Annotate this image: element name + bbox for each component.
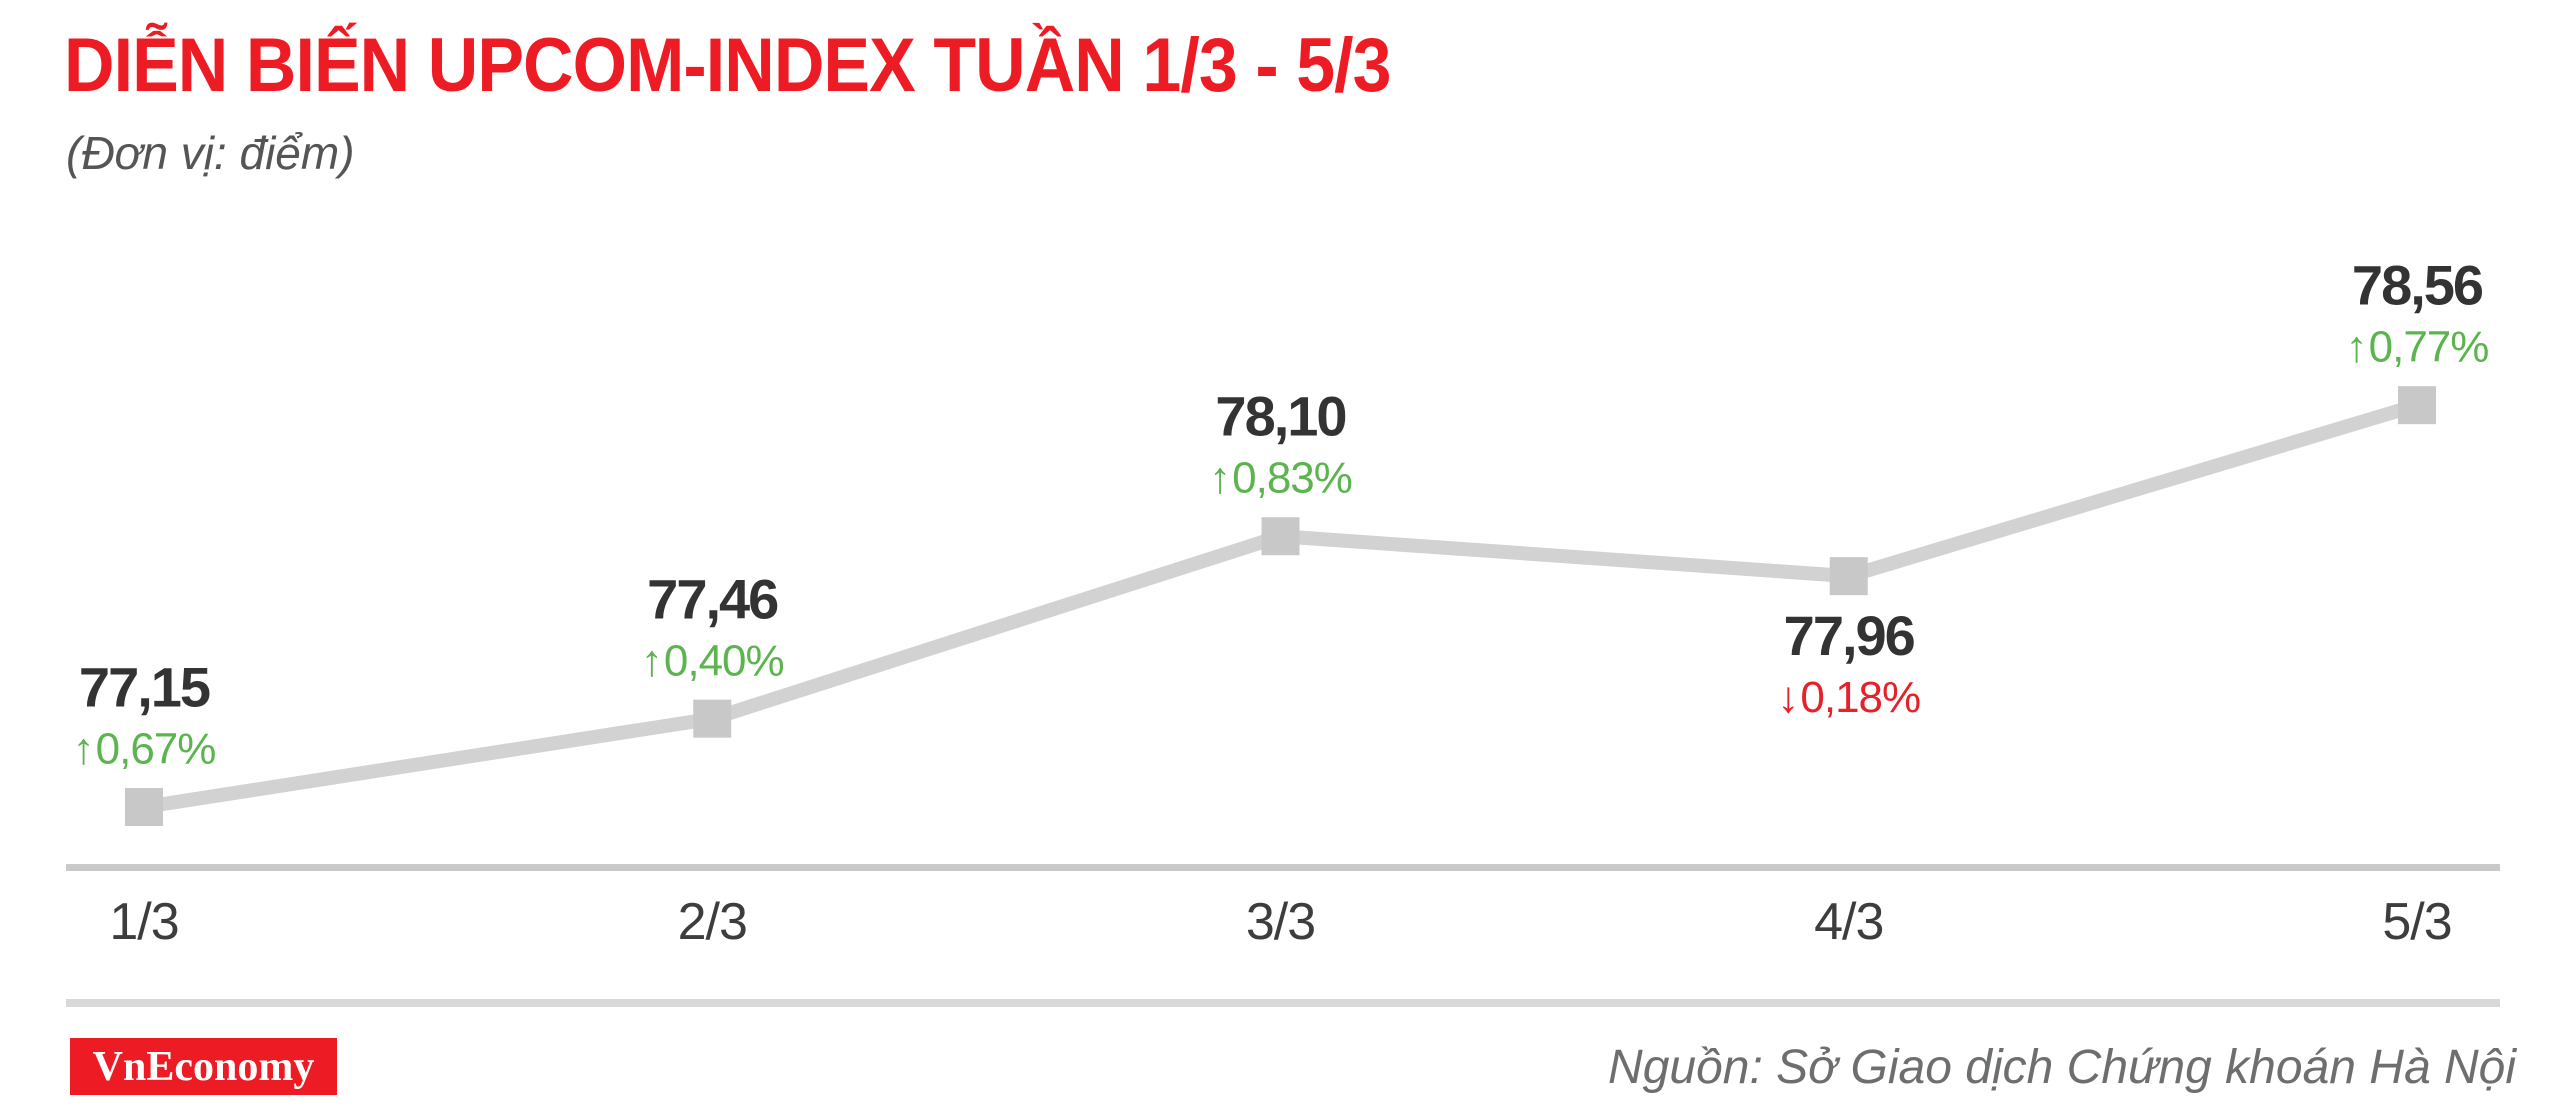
up-arrow-icon: ↑ [1209, 453, 1231, 503]
vneconomy-logo: VnEconomy [70, 1038, 337, 1095]
point-value: 78,10 [1215, 384, 1347, 448]
point-label: 77,15 ↑0,67% [72, 655, 217, 775]
source-credit: Nguồn: Sở Giao dịch Chứng khoán Hà Nội [1608, 1041, 2516, 1094]
vneconomy-logo-text: VnEconomy [92, 1043, 315, 1090]
point-change-percent: 0,77% [2368, 322, 2490, 372]
point-change: ↑0,83% [1209, 453, 1353, 503]
x-axis-tick-label: 4/3 [1814, 893, 1884, 951]
point-change: ↑0,40% [640, 636, 785, 686]
footer-divider [66, 999, 2500, 1007]
point-label: 78,56 ↑0,77% [2345, 253, 2490, 373]
point-change-percent: 0,67% [95, 724, 217, 774]
x-axis-line [66, 864, 2500, 871]
point-change: ↑0,77% [2345, 322, 2490, 372]
point-label: 78,10 ↑0,83% [1209, 384, 1353, 504]
page-title: DIỄN BIẾN UPCOM-INDEX TUẦN 1/3 - 5/3 [64, 23, 1392, 108]
x-axis-tick-label: 5/3 [2382, 893, 2452, 951]
point-label: 77,96 ↓0,18% [1777, 604, 1921, 723]
up-arrow-icon: ↑ [640, 636, 663, 686]
up-arrow-icon: ↑ [2345, 322, 2368, 372]
point-value: 77,96 [1783, 604, 1916, 668]
point-label: 77,46 ↑0,40% [640, 567, 785, 686]
point-change-percent: 0,40% [663, 636, 785, 686]
point-value: 77,15 [78, 655, 211, 719]
point-change: ↑0,67% [72, 724, 217, 774]
up-arrow-icon: ↑ [72, 724, 95, 774]
data-point-marker [1261, 517, 1300, 556]
x-axis-tick-label: 3/3 [1245, 893, 1316, 951]
unit-label: (Đơn vị: điểm) [66, 127, 355, 179]
x-axis-tick-label: 2/3 [677, 893, 748, 951]
point-change-percent: 0,83% [1232, 453, 1353, 503]
down-arrow-icon: ↓ [1777, 673, 1799, 723]
point-value: 77,46 [647, 567, 779, 631]
point-value: 78,56 [2351, 253, 2484, 317]
point-change-percent: 0,18% [1800, 673, 1921, 723]
data-point-marker [1829, 557, 1868, 596]
point-change: ↓0,18% [1777, 673, 1921, 723]
x-axis-tick-label: 1/3 [109, 893, 179, 951]
data-point-marker [693, 699, 732, 738]
data-point-marker [2398, 386, 2436, 425]
data-point-marker [125, 788, 163, 826]
